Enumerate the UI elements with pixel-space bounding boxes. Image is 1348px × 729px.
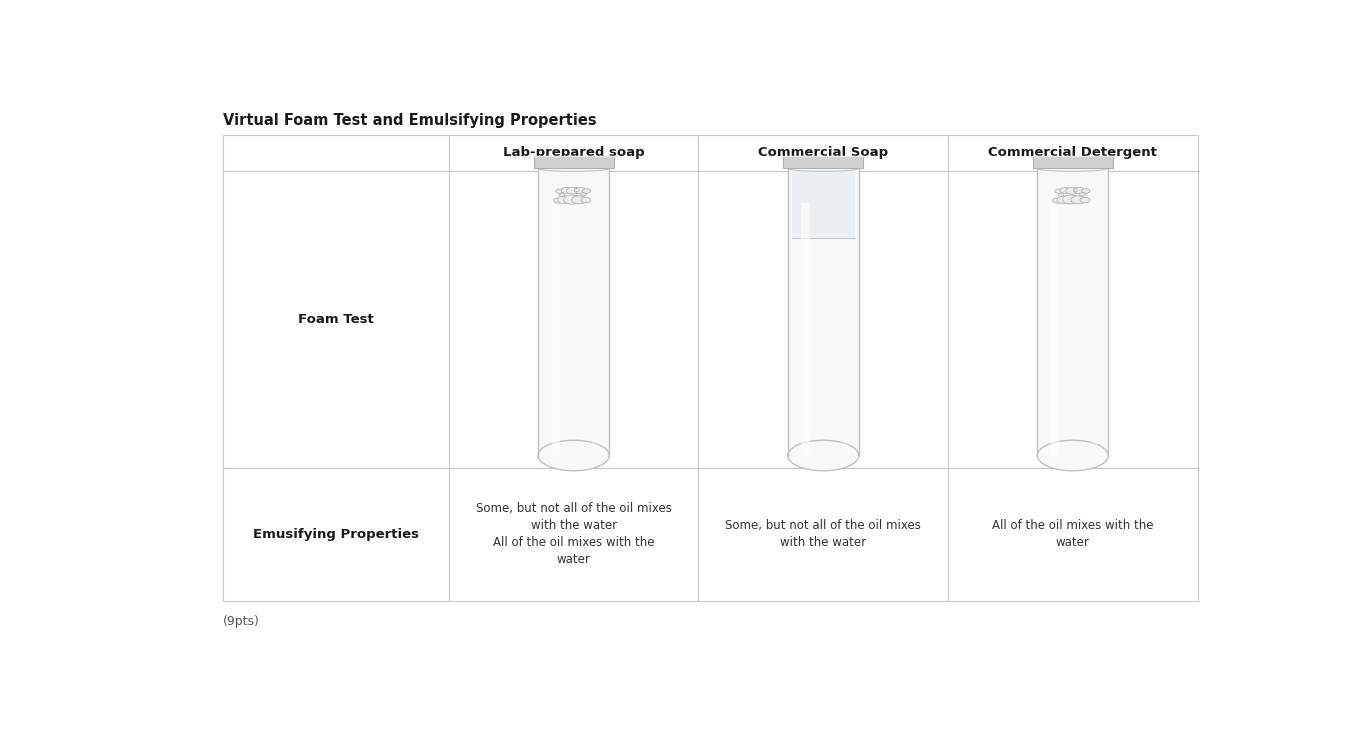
Ellipse shape xyxy=(1080,192,1085,196)
Text: Foam Test: Foam Test xyxy=(298,313,373,326)
Ellipse shape xyxy=(1057,196,1070,203)
Ellipse shape xyxy=(1080,198,1091,203)
Text: Emusifying Properties: Emusifying Properties xyxy=(253,528,419,541)
Bar xyxy=(449,135,698,171)
Ellipse shape xyxy=(568,198,572,199)
Ellipse shape xyxy=(559,193,565,196)
Ellipse shape xyxy=(538,165,609,171)
Ellipse shape xyxy=(1037,165,1108,171)
Text: Some, but not all of the oil mixes
with the water
All of the oil mixes with the
: Some, but not all of the oil mixes with … xyxy=(476,502,671,566)
Text: Lab-prepared soap: Lab-prepared soap xyxy=(503,147,644,160)
Bar xyxy=(1037,168,1108,456)
Bar xyxy=(787,168,859,456)
Bar xyxy=(841,254,849,456)
Ellipse shape xyxy=(584,199,585,200)
Ellipse shape xyxy=(1037,440,1108,471)
Bar xyxy=(698,468,948,601)
Bar xyxy=(534,157,613,168)
Ellipse shape xyxy=(1055,189,1062,193)
Ellipse shape xyxy=(554,198,563,203)
Ellipse shape xyxy=(566,187,580,194)
Ellipse shape xyxy=(563,189,566,190)
Bar xyxy=(948,135,1197,171)
Ellipse shape xyxy=(561,198,563,199)
Ellipse shape xyxy=(1073,189,1078,192)
Ellipse shape xyxy=(1077,189,1078,190)
Bar xyxy=(698,135,948,171)
Ellipse shape xyxy=(581,198,590,203)
Ellipse shape xyxy=(1081,189,1091,193)
Ellipse shape xyxy=(563,195,581,204)
Ellipse shape xyxy=(576,198,578,199)
Bar xyxy=(222,135,449,171)
Bar xyxy=(698,171,948,468)
Text: Virtual Foam Test and Emulsifying Properties: Virtual Foam Test and Emulsifying Proper… xyxy=(222,114,596,128)
Ellipse shape xyxy=(570,189,573,190)
Bar xyxy=(801,203,810,456)
Bar xyxy=(1033,157,1112,168)
Bar xyxy=(948,171,1197,468)
Bar xyxy=(538,168,609,456)
Bar xyxy=(783,157,863,168)
Ellipse shape xyxy=(787,440,859,471)
Ellipse shape xyxy=(1060,187,1070,193)
Ellipse shape xyxy=(1053,198,1062,203)
Ellipse shape xyxy=(1061,198,1064,199)
Ellipse shape xyxy=(1070,196,1085,204)
Bar xyxy=(793,168,855,238)
Ellipse shape xyxy=(1066,187,1078,194)
Bar xyxy=(1092,254,1099,456)
Text: Commercial Soap: Commercial Soap xyxy=(758,147,888,160)
Ellipse shape xyxy=(1073,187,1085,193)
Ellipse shape xyxy=(561,187,572,193)
Text: All of the oil mixes with the
water: All of the oil mixes with the water xyxy=(992,520,1154,550)
Bar xyxy=(222,468,449,601)
Bar xyxy=(551,203,561,456)
Ellipse shape xyxy=(1058,193,1064,196)
Ellipse shape xyxy=(1069,189,1072,190)
Text: Commercial Detergent: Commercial Detergent xyxy=(988,147,1157,160)
Ellipse shape xyxy=(574,189,580,192)
Text: (9pts): (9pts) xyxy=(222,615,260,628)
Ellipse shape xyxy=(577,189,580,190)
Ellipse shape xyxy=(1068,198,1070,199)
Ellipse shape xyxy=(582,189,590,193)
Bar xyxy=(449,171,698,468)
Ellipse shape xyxy=(1062,195,1080,204)
Ellipse shape xyxy=(555,189,563,193)
Bar xyxy=(1050,203,1060,456)
Ellipse shape xyxy=(557,196,572,203)
Bar xyxy=(592,254,600,456)
Ellipse shape xyxy=(538,440,609,471)
Bar xyxy=(222,171,449,468)
Ellipse shape xyxy=(1064,189,1065,190)
Ellipse shape xyxy=(581,192,586,196)
Ellipse shape xyxy=(1082,199,1085,200)
Ellipse shape xyxy=(787,165,859,171)
Bar xyxy=(948,468,1197,601)
Bar xyxy=(449,468,698,601)
Text: Some, but not all of the oil mixes
with the water: Some, but not all of the oil mixes with … xyxy=(725,520,921,550)
Ellipse shape xyxy=(574,187,585,193)
Ellipse shape xyxy=(572,196,586,204)
Ellipse shape xyxy=(1074,198,1078,199)
